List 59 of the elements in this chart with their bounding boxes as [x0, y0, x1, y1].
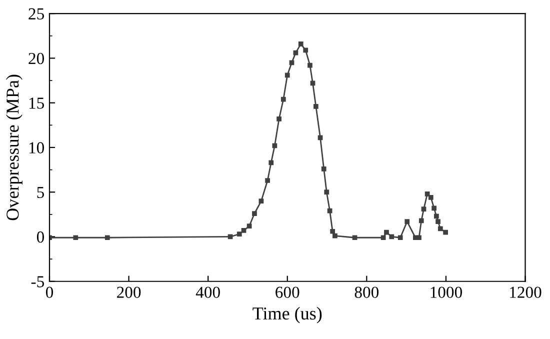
x-tick-label: 200	[117, 286, 141, 298]
point	[258, 198, 264, 204]
x-tick-label: 600	[276, 286, 300, 298]
point	[424, 191, 430, 196]
point	[265, 178, 270, 183]
point	[327, 208, 332, 214]
point	[280, 96, 286, 102]
point	[416, 235, 422, 240]
point	[421, 206, 426, 212]
y-tick-label: 10	[29, 142, 44, 154]
point	[268, 160, 274, 166]
point	[236, 232, 242, 236]
x-tick-label: 400	[196, 286, 220, 298]
point	[428, 195, 434, 200]
point	[272, 143, 278, 148]
x-tick-label: 800	[354, 286, 379, 298]
point	[432, 206, 436, 211]
point	[246, 224, 252, 228]
point	[324, 190, 330, 195]
point	[398, 235, 403, 240]
point	[276, 116, 282, 122]
point	[436, 219, 440, 224]
point	[310, 80, 316, 86]
point	[318, 135, 323, 140]
point	[384, 230, 389, 235]
point	[418, 218, 424, 224]
y-tick-label: -5	[31, 276, 44, 288]
point	[308, 62, 312, 68]
point	[298, 41, 304, 46]
point	[303, 48, 308, 53]
x-tick-label: 1000	[430, 286, 462, 298]
point	[332, 233, 338, 238]
point	[228, 234, 233, 240]
point	[284, 72, 290, 78]
x-tick-label: 0	[46, 286, 54, 298]
y-tick-label: 5	[37, 186, 44, 198]
y-tick-label: 25	[28, 8, 44, 20]
point	[389, 234, 394, 240]
point	[73, 235, 78, 240]
x-axis-title: Time (us)	[252, 306, 322, 324]
point	[434, 214, 439, 219]
y-tick-label: 15	[29, 98, 44, 109]
point	[104, 235, 110, 240]
point	[443, 230, 448, 235]
y-tick-label: 20	[28, 52, 44, 64]
y-axis-title: Overpressure (MPa)	[6, 74, 22, 220]
point	[330, 228, 335, 234]
point	[380, 235, 386, 240]
y-tick-label: 0	[36, 231, 44, 243]
point	[313, 104, 318, 109]
point	[252, 211, 257, 216]
point	[404, 219, 410, 224]
point	[438, 226, 443, 232]
point	[293, 50, 298, 56]
point	[352, 235, 358, 240]
point	[289, 60, 294, 66]
x-tick-label: 1200	[510, 286, 542, 298]
point	[321, 166, 326, 172]
point	[241, 228, 246, 233]
